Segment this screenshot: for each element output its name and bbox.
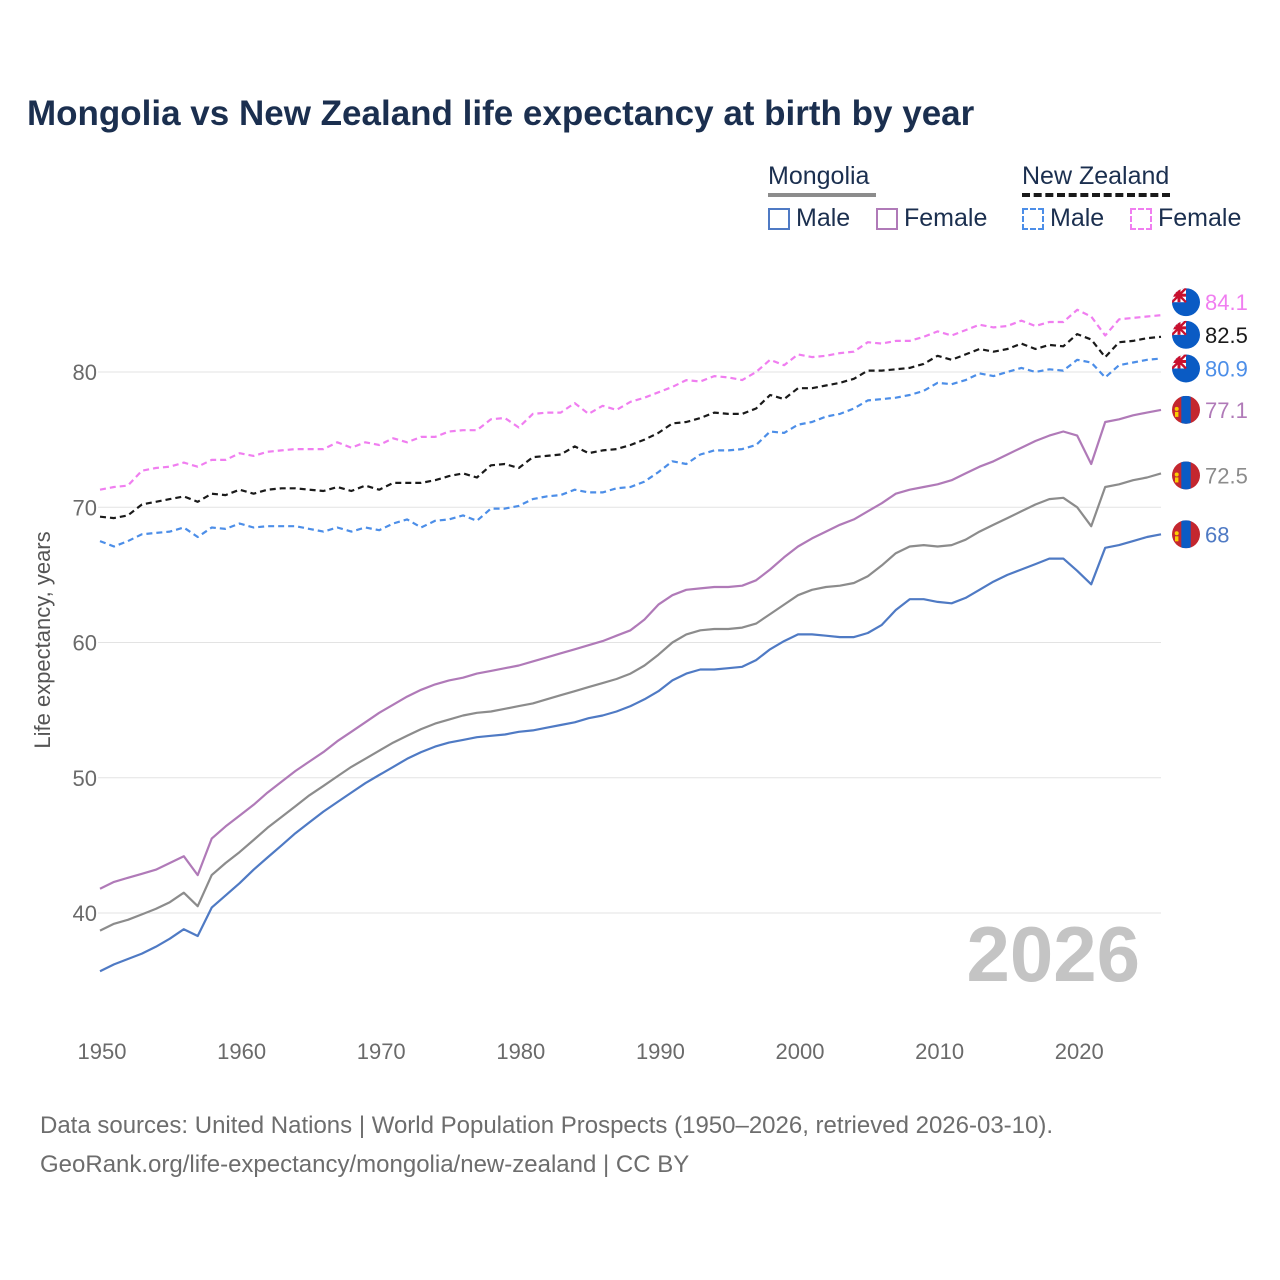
new-zealand-flag-icon [1172,354,1200,383]
mongolia-flag-icon [1172,520,1200,549]
y-tick-label: 80 [73,360,97,385]
mongolia-flag-icon [1172,461,1200,490]
end-labels: 84.1 82.5 80.9 77.1 72.5 68 [1172,288,1248,549]
end-label-mongolia-female: 77.1 [1205,398,1248,423]
series-lines [99,308,1162,973]
series-line-mongolia-male [99,533,1162,973]
legend-swatch-new-zealand-male [1022,207,1044,230]
mongolia-flag-icon [1172,395,1200,424]
footer-sources: Data sources: United Nations | World Pop… [40,1112,1054,1139]
x-tick-label: 2000 [776,1039,825,1064]
legend-item-new-zealand-male[interactable]: Male [1022,204,1104,233]
series-line-new-zealand-total [99,333,1162,520]
chart-title: Mongolia vs New Zealand life expectancy … [27,94,975,133]
legend-swatch-mongolia-male [768,207,790,230]
legend-label-new-zealand-male: Male [1050,204,1105,232]
x-tick-label: 1970 [357,1039,406,1064]
legend-label-new-zealand-female: Female [1158,204,1242,232]
legend-swatch-new-zealand-female [1130,207,1152,230]
footer: Data sources: United Nations | World Pop… [40,1106,1053,1184]
legend-group-new-zealand-underline [1022,193,1170,197]
x-tick-label: 1980 [496,1039,545,1064]
new-zealand-flag-icon [1172,288,1200,317]
series-line-mongolia-female [99,408,1162,890]
x-tick-label: 1990 [636,1039,685,1064]
end-label-new-zealand-female: 84.1 [1205,290,1248,315]
legend-group-mongolia-label: Mongolia [768,162,870,190]
legend-item-mongolia-male[interactable]: Male [768,204,850,233]
year-watermark: 2026 [966,910,1140,998]
x-tick-label: 1950 [78,1039,127,1064]
y-tick-label: 40 [73,901,97,926]
y-tick-label: 70 [73,495,97,520]
end-label-new-zealand-total: 82.5 [1205,323,1248,348]
legend-label-mongolia-female: Female [904,204,988,232]
series-line-mongolia-total [99,472,1162,932]
new-zealand-flag-icon [1172,320,1200,349]
legend-swatch-mongolia-female [876,207,898,230]
legend-item-new-zealand-female[interactable]: Female [1130,204,1241,233]
x-tick-label: 1960 [217,1039,266,1064]
grid-lines [98,371,1161,914]
y-tick-label: 50 [73,766,97,791]
x-tick-label: 2010 [915,1039,964,1064]
axes: 40 50 60 70 80 1950 1960 1970 1980 1990 2000 2010 20… [73,360,1104,1064]
footer-credit: GeoRank.org/life-expectancy/mongolia/new… [40,1151,690,1178]
series-line-new-zealand-female [99,308,1162,491]
end-label-new-zealand-male: 80.9 [1205,356,1248,381]
x-tick-label: 2020 [1055,1039,1104,1064]
legend-group-mongolia-underline [768,193,876,197]
line-chart: 40 50 60 70 80 1950 1960 1970 1980 1990 2000 2010 20… [30,288,1248,1064]
legend-group-new-zealand-label: New Zealand [1022,162,1170,190]
y-axis-title: Life expectancy, years [30,531,55,748]
series-line-new-zealand-male [99,357,1162,548]
y-tick-label: 60 [73,631,97,656]
end-label-mongolia-male: 68 [1205,522,1229,547]
legend-label-mongolia-male: Male [796,204,851,232]
end-label-mongolia-total: 72.5 [1205,463,1248,488]
legend-item-mongolia-female[interactable]: Female [876,204,987,233]
